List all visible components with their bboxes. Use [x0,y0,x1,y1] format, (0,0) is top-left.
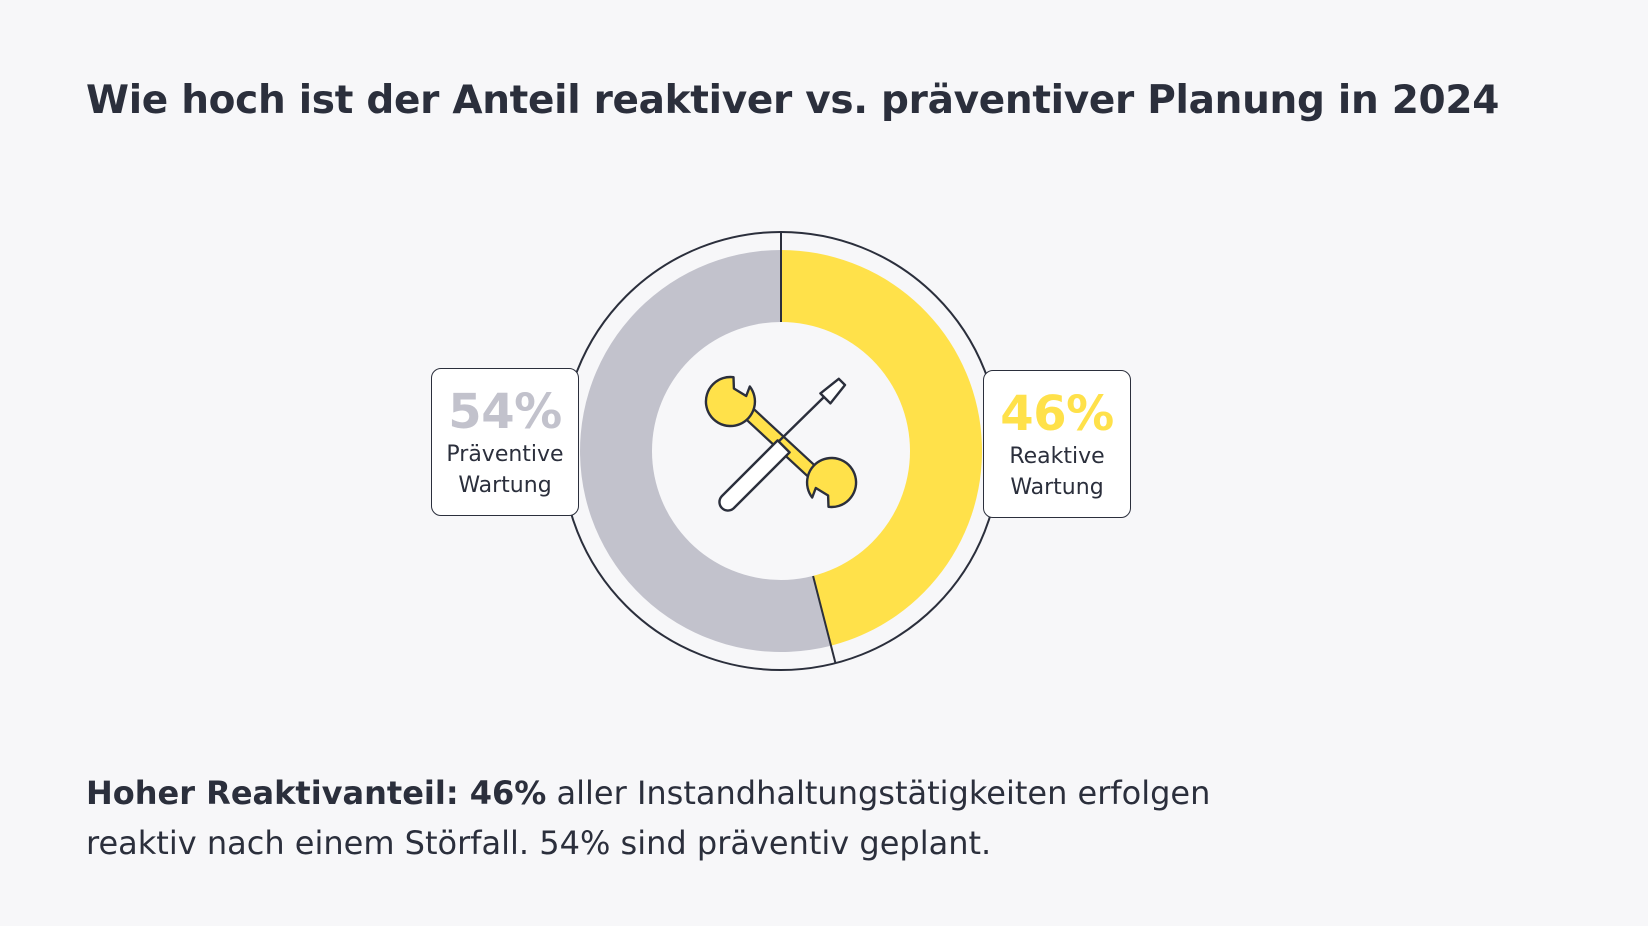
praeventiv-percent: 54% [448,384,562,440]
reaktiv-label-line2: Wartung [1010,475,1104,500]
screwdriver-icon [718,377,847,512]
caption-highlight: Hoher Reaktivanteil: 46% [86,774,547,812]
caption-line2-text: reaktiv nach einem Störfall. 54% sind pr… [86,824,992,862]
label-praeventive-wartung: 54% Präventive Wartung [431,368,579,516]
reaktiv-percent: 46% [1000,386,1114,442]
praeventiv-label-line1: Präventive [446,442,564,467]
wrench-screwdriver-icon [704,375,858,512]
label-reaktive-wartung: 46% Reaktive Wartung [983,370,1131,518]
chart-caption: Hoher Reaktivanteil: 46% aller Instandha… [86,768,1286,868]
slice-divider-bottom [812,575,837,664]
caption-line1-text: aller Instandhaltungstätigkeiten erfolge… [546,774,1211,812]
praeventiv-label-line2: Wartung [458,473,552,498]
chart-title: Wie hoch ist der Anteil reaktiver vs. pr… [86,78,1500,123]
reaktiv-label-line1: Reaktive [1009,444,1105,469]
